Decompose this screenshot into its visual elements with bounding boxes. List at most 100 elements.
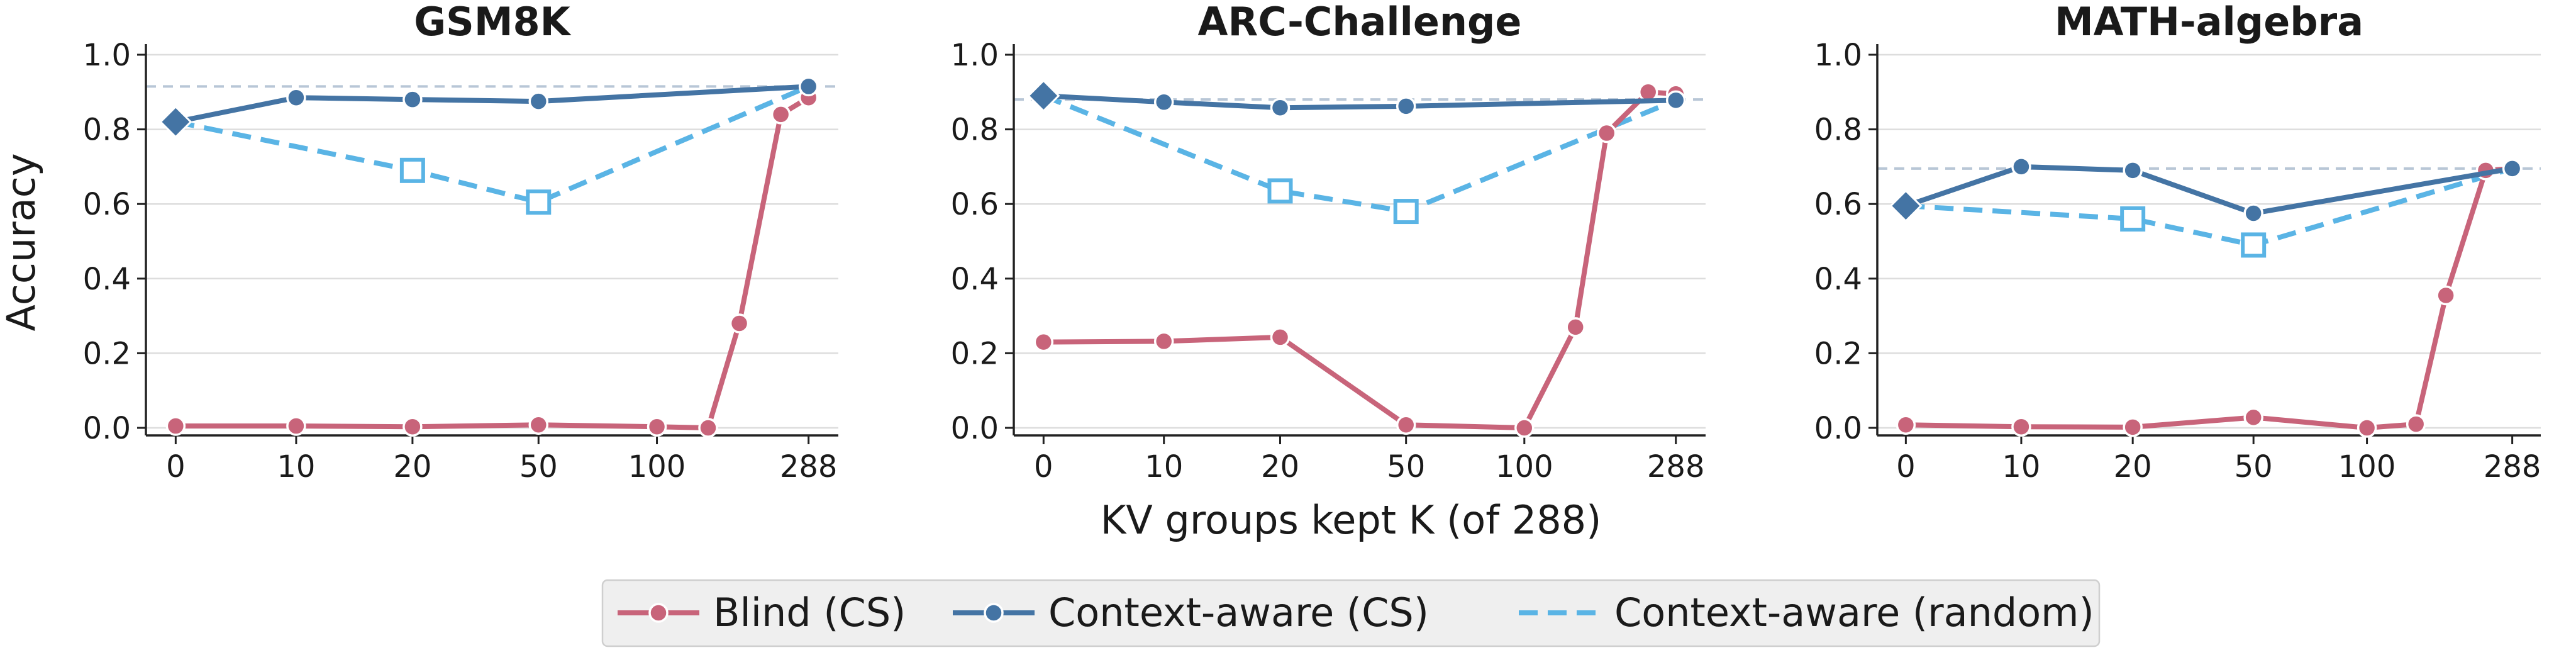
series-line-context-aware-random <box>175 84 810 205</box>
x-tick-label: 100 <box>2338 449 2396 484</box>
y-tick-label: 0.4 <box>83 262 131 297</box>
legend-label: Context-aware (random) <box>1614 590 2094 635</box>
data-point-context-aware <box>2011 157 2031 177</box>
data-point-blind <box>1596 123 1617 143</box>
y-tick-label: 0.6 <box>1814 187 1862 222</box>
y-tick-label: 0.6 <box>83 187 131 222</box>
data-point-blind <box>729 313 750 333</box>
data-point-blind <box>402 417 423 437</box>
data-point-blind <box>2123 417 2143 437</box>
data-point-context-aware <box>1665 90 1686 111</box>
legend-item-blind: Blind (CS) <box>618 590 906 635</box>
x-tick-label: 10 <box>1145 449 1183 484</box>
data-point-context-aware <box>1396 96 1416 116</box>
series-line-blind <box>1906 165 2512 430</box>
data-point-context-aware <box>2243 203 2263 223</box>
data-point-blind <box>1153 331 1174 352</box>
data-point-blind <box>2243 407 2263 428</box>
legend-box <box>601 579 2101 647</box>
data-point-context-aware <box>528 91 549 111</box>
x-tick-label: 50 <box>2235 449 2273 484</box>
data-point-blind <box>698 418 718 438</box>
data-point-context-aware <box>1270 98 1291 118</box>
x-tick-label: 0 <box>166 449 186 484</box>
y-tick-label: 0.8 <box>951 113 999 148</box>
data-point-context-aware <box>159 105 192 138</box>
data-point-context-aware <box>1027 79 1060 113</box>
series-line-context-aware <box>175 84 809 125</box>
data-point-context-aware <box>2502 159 2523 179</box>
x-tick-label: 20 <box>393 449 431 484</box>
x-tick-label: 0 <box>1896 449 1916 484</box>
data-point-blind <box>1896 415 1916 435</box>
data-point-context-aware-random <box>2241 232 2267 258</box>
x-tick-label: 288 <box>2484 449 2541 484</box>
data-point-context-aware <box>286 87 306 108</box>
data-point-blind <box>647 417 667 437</box>
x-tick-label: 100 <box>628 449 686 484</box>
data-point-blind <box>528 415 549 435</box>
y-tick-label: 1.0 <box>1814 38 1862 73</box>
data-point-blind <box>2357 418 2377 438</box>
data-point-blind <box>770 104 791 125</box>
data-point-blind <box>1638 82 1658 103</box>
y-tick-label: 0.6 <box>951 187 999 222</box>
data-point-blind <box>1565 317 1585 337</box>
legend-item-context-aware: Context-aware (CS) <box>953 590 1429 635</box>
data-point-context-aware-random <box>1393 199 1419 225</box>
y-axis-label: Accuracy <box>0 153 44 331</box>
legend-swatch-marker <box>984 603 1004 623</box>
y-tick-label: 1.0 <box>83 38 131 73</box>
panel-gsm8k: 0.0 0.2 0.4 0.6 0.8 1.0 0 10 20 50 100 288 GSM8K <box>83 0 838 484</box>
x-tick-label: 10 <box>277 449 315 484</box>
series-line-blind <box>175 95 810 430</box>
x-tick-label: 20 <box>1261 449 1299 484</box>
data-point-blind <box>2436 285 2456 306</box>
data-point-blind <box>1396 415 1416 435</box>
data-point-context-aware-random <box>1267 178 1293 204</box>
x-tick-label: 0 <box>1034 449 1053 484</box>
y-tick-label: 0.2 <box>951 336 999 371</box>
data-point-context-aware-random <box>399 157 425 183</box>
y-tick-label: 0.2 <box>1814 336 1862 371</box>
x-axis-label: KV groups kept K (of 288) <box>1101 497 1602 543</box>
data-point-context-aware <box>1889 189 1923 223</box>
data-point-context-aware-random <box>526 189 552 215</box>
y-tick-label: 0.4 <box>1814 262 1862 297</box>
x-tick-label: 10 <box>2002 449 2040 484</box>
x-tick-label: 50 <box>1387 449 1425 484</box>
data-point-blind <box>2406 414 2426 434</box>
x-tick-label: 20 <box>2114 449 2152 484</box>
legend-item-context-aware-random: Context-aware (random) <box>1519 590 2094 635</box>
panel-title: GSM8K <box>414 0 571 45</box>
panel-title: ARC-Challenge <box>1198 0 1522 45</box>
data-point-blind <box>165 416 186 436</box>
series-line-context-aware <box>1043 93 1676 111</box>
data-point-context-aware <box>2123 160 2143 181</box>
y-tick-label: 0.8 <box>83 113 131 148</box>
legend-swatch-marker <box>648 603 669 623</box>
panel-math-algebra: 0.0 0.2 0.4 0.6 0.8 1.0 0 10 20 50 100 288 MATH-alge… <box>1814 0 2541 484</box>
x-tick-label: 50 <box>519 449 558 484</box>
y-tick-label: 0.0 <box>83 411 131 446</box>
x-tick-label: 100 <box>1496 449 1553 484</box>
y-tick-label: 0.8 <box>1814 113 1862 148</box>
data-point-blind <box>2011 417 2031 437</box>
y-tick-label: 0.2 <box>83 336 131 371</box>
data-point-blind <box>286 416 306 436</box>
x-tick-label: 288 <box>1647 449 1705 484</box>
y-tick-label: 0.0 <box>1814 411 1862 446</box>
data-point-context-aware <box>798 76 819 97</box>
y-tick-label: 1.0 <box>951 38 999 73</box>
data-point-context-aware <box>402 89 423 109</box>
legend-label: Context-aware (CS) <box>1048 590 1429 635</box>
series-line-context-aware-random <box>1906 166 2513 248</box>
data-point-blind <box>1033 332 1054 352</box>
data-point-blind <box>1514 418 1535 438</box>
series-line-context-aware <box>1905 164 2513 216</box>
x-tick-label: 288 <box>780 449 838 484</box>
panels: 0.00.20.40.60.81.00 10 20 50 100 288GSM8K0.00… <box>83 0 2541 484</box>
data-point-context-aware-random <box>2120 206 2146 232</box>
panel-title: MATH-algebra <box>2055 0 2363 45</box>
series-line-blind <box>1043 89 1676 430</box>
